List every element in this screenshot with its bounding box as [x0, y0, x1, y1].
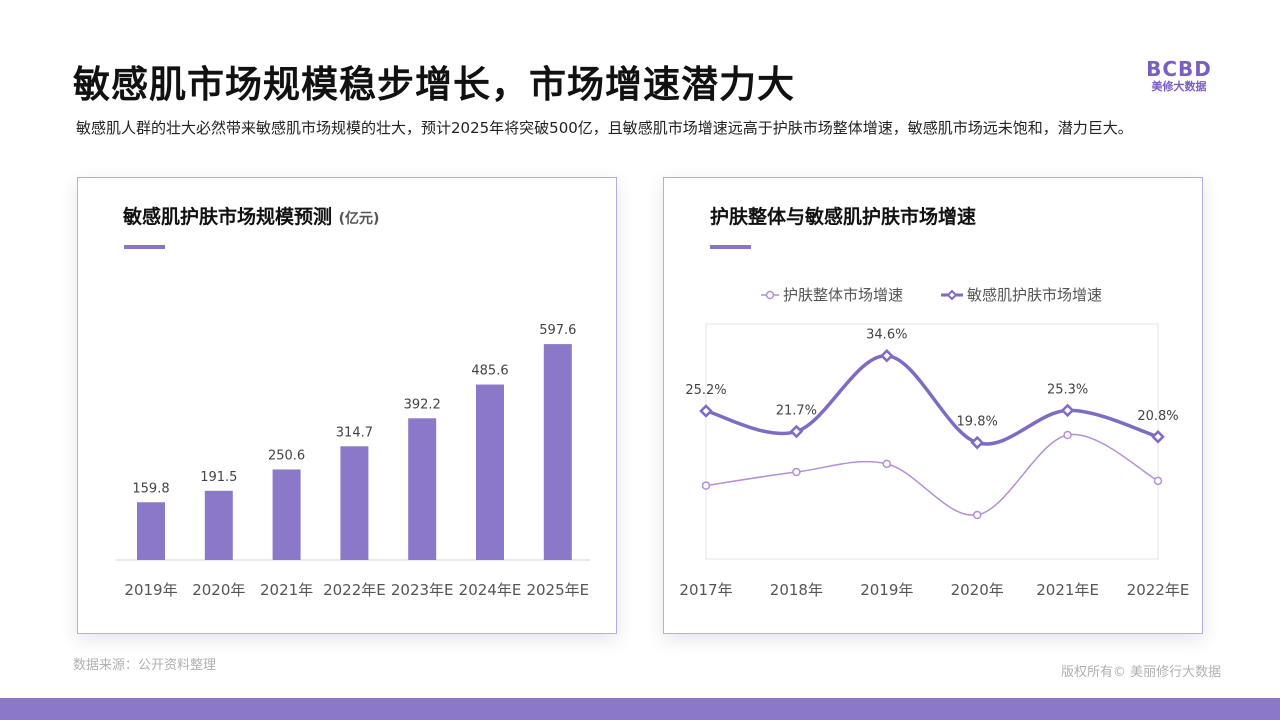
- bar-data-label-1: 191.5: [200, 470, 237, 485]
- bar-x-tick-label-1: 2020年: [192, 581, 245, 599]
- series-0-point-1: [792, 467, 801, 477]
- bar-chart-title-text: 敏感肌护肤市场规模预测: [123, 206, 333, 228]
- series-1-data-label-2: 34.6%: [866, 328, 907, 343]
- page-subtitle: 敏感肌人群的壮大必然带来敏感肌市场规模的壮大，预计2025年将突破500亿，且敏…: [76, 119, 1133, 137]
- logo-mark: BCBD: [1146, 57, 1212, 81]
- line-x-tick-label-4: 2021年E: [1036, 581, 1099, 599]
- bar-data-label-5: 485.6: [471, 364, 508, 379]
- series-0-point-0: [701, 481, 711, 490]
- series-1-data-label-5: 20.8%: [1137, 409, 1178, 424]
- line-chart-accent-line: [710, 245, 751, 249]
- bar-x-tick-label-2: 2021年: [260, 581, 313, 599]
- bar-data-label-6: 597.6: [539, 323, 576, 338]
- line-plot-area: [705, 323, 1159, 560]
- series-1-point-5: [1151, 430, 1165, 444]
- legend-marker-0: [765, 290, 775, 300]
- bar-chart-unit: (亿元): [338, 211, 380, 227]
- bar-x-tick-label-5: 2024年E: [459, 581, 522, 599]
- logo: BCBD 美修大数据: [1146, 58, 1212, 94]
- series-1-data-label-3: 19.8%: [957, 415, 998, 430]
- bar-chart-panel: 敏感肌护肤市场规模预测 (亿元) 159.8 2019年 191.5 2020年 250…: [77, 177, 617, 634]
- series-1-point-0: [699, 404, 713, 418]
- bar-1: [204, 490, 233, 560]
- line-chart-title: 护肤整体与敏感肌护肤市场增速: [710, 206, 977, 228]
- series-0-point-2: [882, 459, 892, 469]
- line-x-tick-label-0: 2017年: [679, 581, 732, 599]
- bar-data-label-0: 159.8: [132, 481, 169, 496]
- series-0-point-4: [1063, 430, 1072, 440]
- bar-chart: 159.8 2019年 191.5 2020年 250.6 2021年 314.7 2022年…: [116, 323, 590, 599]
- bar-3: [340, 446, 369, 560]
- bar-chart-accent-line: [124, 245, 165, 249]
- bar-data-label-3: 314.7: [336, 425, 373, 440]
- series-1-data-label-4: 25.3%: [1047, 382, 1088, 397]
- page-title: 敏感肌市场规模稳步增长，市场增速潜力大: [73, 63, 795, 106]
- series-1-data-label-1: 21.7%: [776, 404, 817, 419]
- series-1-point-1: [789, 424, 804, 439]
- series-1-point-3: [970, 435, 984, 450]
- series-1-data-label-0: 25.2%: [685, 383, 726, 398]
- line-x-tick-label-2: 2019年: [860, 581, 913, 599]
- bar-0: [137, 502, 165, 560]
- bar-x-tick-label-0: 2019年: [124, 581, 177, 599]
- series-1-point-4: [1060, 403, 1075, 418]
- bar-6: [543, 344, 572, 560]
- bar-4: [408, 418, 437, 560]
- line-x-tick-label-1: 2018年: [770, 581, 823, 599]
- footer-bar: [0, 698, 1280, 720]
- series-line-1: [705, 353, 1159, 446]
- line-x-tick-label-3: 2020年: [951, 581, 1004, 599]
- line-chart-panel: 护肤整体与敏感肌护肤市场增速 25.2% 21.7% 34.6% 19.8% 25.3%…: [663, 177, 1203, 634]
- line-x-tick-label-5: 2022年E: [1127, 581, 1190, 599]
- bar-data-label-2: 250.6: [268, 448, 305, 463]
- bar-2: [272, 469, 301, 560]
- bar-chart-title: 敏感肌护肤市场规模预测 (亿元): [123, 202, 379, 229]
- legend-label-1: 敏感肌护肤市场增速: [967, 286, 1102, 304]
- legend-marker-1: [946, 289, 958, 301]
- bar-x-tick-label-4: 2023年E: [391, 581, 454, 599]
- bar-5: [476, 384, 504, 560]
- series-1-point-2: [880, 348, 894, 363]
- logo-text: 美修大数据: [1151, 80, 1207, 93]
- bar-x-tick-label-3: 2022年E: [323, 581, 386, 599]
- bar-x-tick-label-6: 2025年E: [526, 581, 589, 599]
- line-chart: 25.2% 21.7% 34.6% 19.8% 25.3% 20.8% 2017年 2018年…: [679, 286, 1190, 599]
- bar-data-label-4: 392.2: [404, 397, 441, 412]
- series-0-point-3: [972, 510, 982, 520]
- copyright-note: 版权所有© 美丽修行大数据: [1061, 665, 1222, 680]
- series-line-0: [705, 433, 1159, 516]
- legend-label-0: 护肤整体市场增速: [783, 286, 903, 304]
- data-source-note: 数据来源：公开资料整理: [73, 658, 217, 673]
- series-0-point-5: [1153, 476, 1163, 486]
